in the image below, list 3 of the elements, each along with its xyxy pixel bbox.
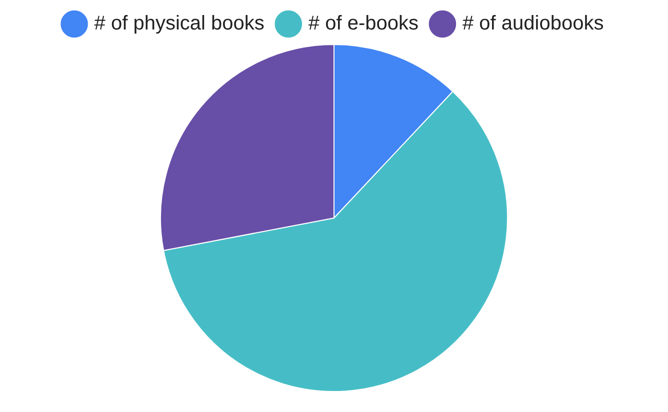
legend-label: # of audiobooks	[462, 12, 604, 35]
legend-label: # of physical books	[94, 12, 264, 35]
legend-label: # of e-books	[308, 12, 418, 35]
